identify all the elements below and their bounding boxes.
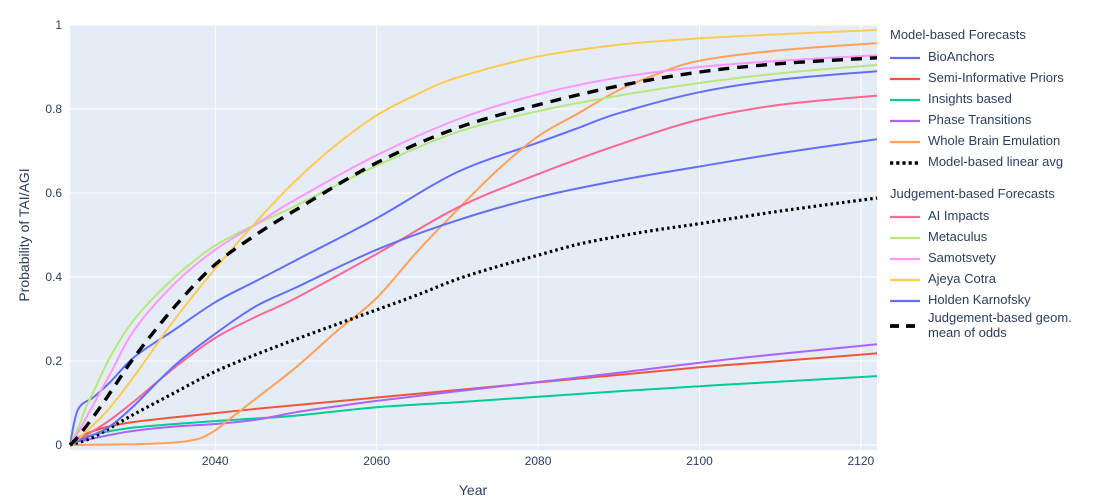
series-line-phase-transitions[interactable] — [69, 343, 878, 446]
legend-item-label: Phase Transitions — [928, 112, 1032, 128]
series-line-samotsvety[interactable] — [69, 54, 878, 446]
legend-item-label: Insights based — [928, 91, 1012, 107]
legend-item-semi-informative-priors[interactable]: Semi-Informative Priors — [890, 68, 1100, 89]
legend-item-label: AI Impacts — [928, 208, 990, 224]
x-axis-title: Year — [458, 482, 488, 498]
x-tick-label: 2080 — [525, 454, 552, 468]
x-tick-label: 2120 — [848, 454, 875, 468]
legend-item-judgement-based-geom-mean-of-odds[interactable]: Judgement-based geom. mean of odds — [890, 310, 1100, 341]
legend-item-model-based-linear-avg[interactable]: Model-based linear avg — [890, 152, 1100, 173]
legend-line-icon — [890, 278, 920, 281]
series-line-insights-based[interactable] — [69, 375, 878, 446]
legend-item-label: Whole Brain Emulation — [928, 133, 1061, 149]
legend-line-icon — [890, 324, 920, 328]
axis-tick-labels: 0 0.2 0.4 0.6 0.8 1 2040 2060 2080 2100 2120 — [45, 18, 874, 468]
legend-item-ajeya-cotra[interactable]: Ajeya Cotra — [890, 269, 1100, 290]
legend-item-label: Semi-Informative Priors — [928, 70, 1064, 86]
legend-line-icon — [890, 160, 920, 165]
legend-line-icon — [890, 140, 920, 143]
legend-item-label: Judgement-based geom. mean of odds — [928, 310, 1072, 340]
legend-item-label: Model-based linear avg — [928, 154, 1064, 170]
legend-item-samotsvety[interactable]: Samotsvety — [890, 248, 1100, 269]
y-tick-label: 0 — [55, 438, 62, 452]
legend-group-title: Judgement-based Forecasts — [890, 186, 1055, 201]
legend-line-icon — [890, 299, 920, 302]
plot-area[interactable] — [70, 25, 877, 450]
y-axis-title: Probability of TAI/AGI — [16, 168, 32, 302]
legend-line-icon — [890, 236, 920, 239]
series-lines — [68, 29, 878, 447]
legend-item-insights-based[interactable]: Insights based — [890, 89, 1100, 110]
series-line-ajeya-cotra[interactable] — [69, 29, 878, 446]
legend-group-model-based-forecasts: Model-based Forecasts BioAnchors Semi-Info… — [890, 27, 1100, 173]
legend-line-icon — [890, 215, 920, 218]
series-line-ai-impacts[interactable] — [69, 94, 878, 446]
legend-item-label: BioAnchors — [928, 49, 995, 65]
legend-group-judgement-based-forecasts: Judgement-based Forecasts AI Impacts Metac… — [890, 186, 1100, 341]
legend-line-icon — [890, 56, 920, 59]
series-line-metaculus[interactable] — [69, 63, 878, 446]
series-line-whole-brain-emulation[interactable] — [69, 42, 878, 446]
legend-item-label: Samotsvety — [928, 250, 996, 266]
y-tick-label: 0.2 — [45, 354, 62, 368]
legend-line-icon — [890, 98, 920, 101]
legend-item-bioanchors[interactable]: BioAnchors — [890, 47, 1100, 68]
y-tick-label: 0.4 — [45, 270, 62, 284]
chart-legend: Model-based Forecasts BioAnchors Semi-Info… — [890, 27, 1100, 354]
legend-line-icon — [890, 257, 920, 260]
x-tick-label: 2100 — [686, 454, 713, 468]
legend-item-phase-transitions[interactable]: Phase Transitions — [890, 110, 1100, 131]
legend-line-icon — [890, 77, 920, 80]
legend-item-metaculus[interactable]: Metaculus — [890, 227, 1100, 248]
y-tick-label: 0.8 — [45, 102, 62, 116]
y-tick-label: 1 — [55, 18, 62, 32]
legend-line-icon — [890, 119, 920, 122]
series-line-bioanchors[interactable] — [69, 70, 878, 446]
legend-item-holden-karnofsky[interactable]: Holden Karnofsky — [890, 290, 1100, 311]
series-line-judgement-based-geom-mean-of-odds[interactable] — [68, 56, 878, 447]
x-tick-label: 2040 — [202, 454, 229, 468]
legend-item-label: Metaculus — [928, 229, 988, 245]
legend-item-whole-brain-emulation[interactable]: Whole Brain Emulation — [890, 131, 1100, 152]
legend-item-label: Ajeya Cotra — [928, 271, 996, 287]
legend-item-label: Holden Karnofsky — [928, 292, 1031, 308]
y-tick-label: 0.6 — [45, 186, 62, 200]
legend-item-ai-impacts[interactable]: AI Impacts — [890, 206, 1100, 227]
series-line-semi-informative-priors[interactable] — [69, 352, 878, 446]
series-line-model-based-linear-avg[interactable] — [69, 196, 878, 447]
x-tick-label: 2060 — [363, 454, 390, 468]
gridlines — [70, 24, 877, 450]
legend-group-title: Model-based Forecasts — [890, 27, 1026, 42]
series-line-holden-karnofsky[interactable] — [69, 138, 878, 446]
